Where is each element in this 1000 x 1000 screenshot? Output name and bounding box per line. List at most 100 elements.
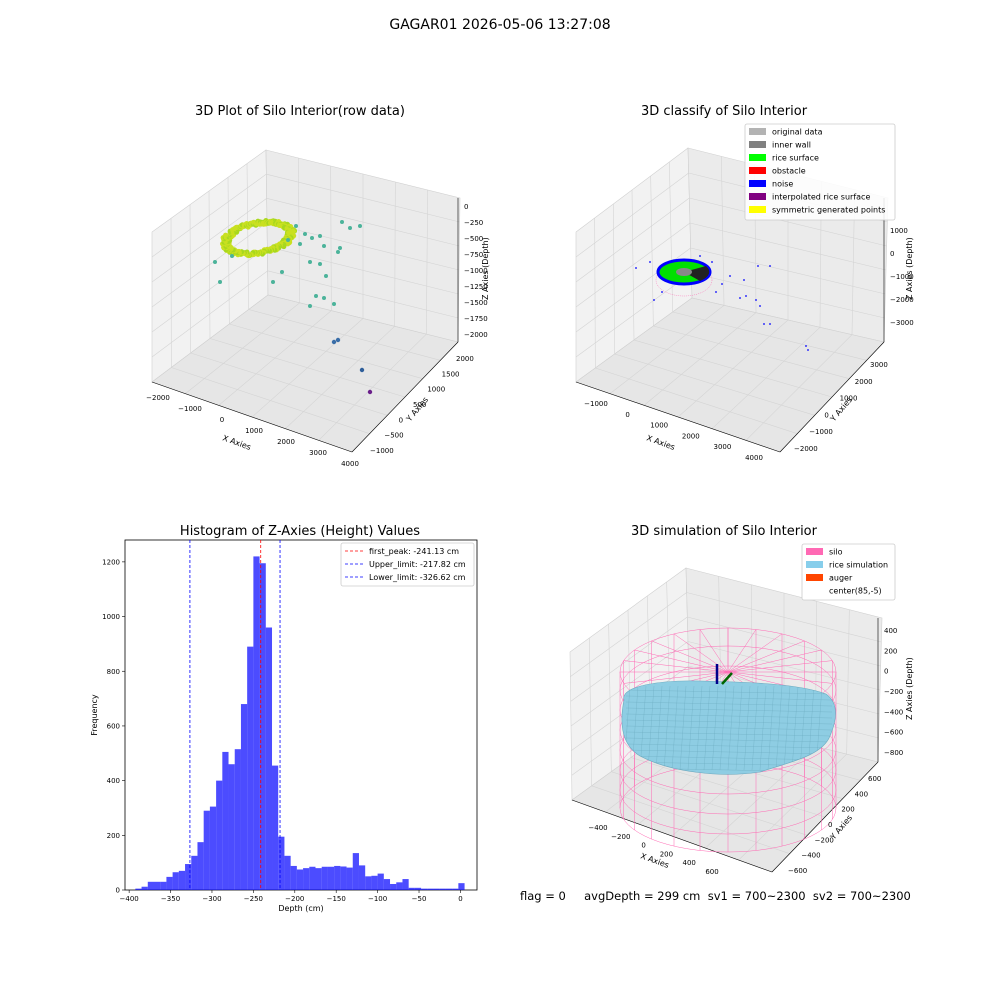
interpolated-wall [655, 263, 713, 297]
silo-roof-spoke [673, 633, 729, 673]
data-point [294, 224, 298, 228]
gridline [151, 270, 268, 358]
obstacle-wedge [684, 266, 710, 281]
mesh-line [679, 685, 687, 771]
histogram-bar [185, 864, 192, 890]
noise-point [649, 261, 651, 263]
classify-y-axis [779, 341, 885, 453]
noise-point [755, 299, 757, 301]
x-tick-label: −350 [161, 895, 180, 903]
histogram-bar [272, 765, 279, 890]
histogram-bar [458, 883, 465, 890]
histogram-tick-labels: −400 −350 −300 −250 −200 −150 −100 −50 0 0 200 400 6… [102, 558, 462, 903]
raw-z-tick-label: −750 [464, 251, 483, 259]
histogram-y-label: Frequency [90, 694, 99, 736]
data-point [322, 296, 326, 300]
mesh-line [799, 685, 807, 771]
data-point [324, 274, 328, 278]
legend-label: interpolated rice surface [772, 193, 870, 202]
raw-x-tick-label: 0 [220, 416, 224, 424]
data-point [286, 238, 290, 242]
mesh-line [711, 685, 719, 771]
data-point [230, 254, 234, 258]
silo-roof-spoke [727, 633, 783, 673]
mesh-line [687, 685, 695, 771]
histogram-bar [253, 556, 260, 890]
histogram-reference-lines [189, 540, 281, 890]
raw-z-tick-label: −1500 [464, 299, 488, 307]
mesh-line [775, 685, 783, 771]
simulation-z-tick-label: 0 [884, 668, 888, 676]
mesh-line [625, 713, 833, 719]
data-point [310, 236, 314, 240]
classify-data-points [635, 255, 809, 351]
raw-y-tick-label: 2000 [456, 355, 474, 363]
data-point [335, 337, 341, 343]
simulation-y-tick-label: 0 [828, 821, 832, 829]
histogram-bar [234, 749, 241, 890]
noise-point [757, 265, 759, 267]
raw-z-tick-label: −500 [464, 235, 483, 243]
histogram-bar [421, 888, 428, 890]
silo-roof-spoke [634, 649, 729, 673]
classify-x-tick-label: 3000 [713, 443, 731, 451]
histogram-bar [352, 853, 359, 890]
raw-tick-labels: −2000 −1000 0 1000 2000 3000 4000 −1000 −500 0 500… [146, 203, 488, 468]
gridline [248, 309, 441, 361]
x-tick-label: −300 [202, 895, 221, 903]
noise-point [805, 345, 807, 347]
mesh-line [625, 707, 833, 713]
noise-point [653, 299, 655, 301]
noise-point [699, 255, 701, 257]
data-point [336, 250, 340, 254]
mesh-line [625, 695, 833, 701]
raw-z-tick-label: −250 [464, 219, 483, 227]
classify-y-tick-label: 2000 [855, 378, 873, 386]
data-point [285, 241, 291, 247]
histogram-bar [147, 881, 154, 890]
histogram-bar [172, 872, 179, 890]
simulation-x-axis [571, 799, 773, 873]
histogram-bar [371, 875, 378, 890]
simulation-x-tick-label: −200 [611, 833, 630, 841]
y-tick-label: 1000 [102, 613, 120, 621]
y-tick-label: 200 [107, 832, 120, 840]
histogram-bar [334, 865, 341, 890]
mesh-line [751, 685, 759, 771]
data-point [331, 339, 337, 345]
histogram-bar [141, 886, 148, 890]
noise-point [715, 291, 717, 293]
data-point [271, 280, 275, 284]
legend-frame [801, 543, 896, 601]
classify-z-tick-label: 0 [890, 250, 894, 258]
classify-x-tick-label: 4000 [745, 454, 763, 462]
mesh-line [625, 719, 833, 725]
legend-label: inner wall [772, 141, 811, 150]
data-point [308, 304, 312, 308]
noise-point [729, 275, 731, 277]
classify-x-tick-label: 2000 [682, 432, 700, 440]
histogram-plot: −400 −350 −300 −250 −200 −150 −100 −50 0 0 200 400 6… [90, 539, 478, 913]
data-point [286, 230, 292, 236]
x-tick-label: −200 [285, 895, 304, 903]
mesh-line [655, 685, 663, 771]
y-tick-label: 0 [116, 887, 120, 895]
data-point [308, 260, 312, 264]
histogram-bar [427, 888, 434, 890]
histogram-x-label: Depth (cm) [278, 904, 323, 913]
raw-x-tick-label: −1000 [178, 405, 202, 413]
classify-z-tick-label: 1000 [890, 227, 908, 235]
histogram-bar [191, 855, 198, 890]
raw-z-tick-label: −1250 [464, 283, 488, 291]
raw-data-points [213, 218, 373, 395]
simulation-x-tick-label: 200 [660, 850, 673, 858]
simulation-z-tick-label: −800 [884, 749, 903, 757]
legend-swatch [749, 141, 766, 148]
mesh-line [735, 685, 743, 771]
mesh-line [639, 685, 647, 771]
histogram-bar [327, 866, 335, 890]
data-point [223, 232, 229, 238]
raw-y-tick-label: −1000 [370, 447, 394, 455]
legend-swatch [749, 167, 766, 174]
